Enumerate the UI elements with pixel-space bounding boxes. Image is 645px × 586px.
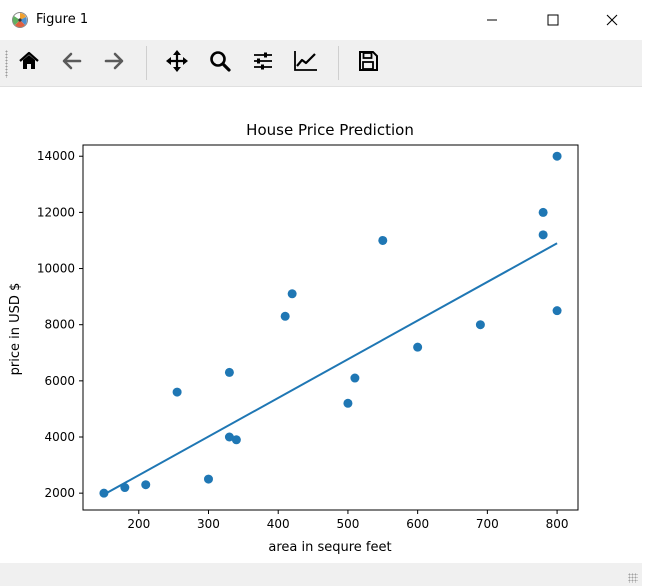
chart-svg: House Price Prediction 200 300 400 500 600 70… bbox=[8, 121, 579, 555]
scatter-point bbox=[224, 367, 234, 377]
title-bar: Figure 1 bbox=[0, 0, 642, 40]
close-icon bbox=[606, 14, 618, 26]
scatter-point bbox=[552, 151, 562, 161]
edit-axis-button[interactable] bbox=[291, 48, 321, 78]
back-button[interactable] bbox=[57, 48, 87, 78]
scatter-point bbox=[552, 306, 562, 316]
scatter-point bbox=[224, 432, 234, 442]
figure-canvas[interactable]: House Price Prediction 200 300 400 500 600 70… bbox=[0, 87, 642, 563]
arrow-right-icon bbox=[103, 50, 125, 76]
forward-button[interactable] bbox=[99, 48, 129, 78]
x-axis-label: area in sequre feet bbox=[268, 540, 391, 555]
x-tick-label: 300 bbox=[197, 517, 220, 531]
scatter-point bbox=[343, 398, 353, 408]
y-tick-label: 12000 bbox=[37, 205, 75, 219]
minimize-button[interactable] bbox=[469, 0, 515, 40]
resize-grip[interactable] bbox=[628, 573, 638, 583]
home-button[interactable] bbox=[14, 48, 44, 78]
save-button[interactable] bbox=[353, 48, 383, 78]
x-tick-label: 800 bbox=[546, 517, 569, 531]
scatter-point bbox=[413, 342, 423, 352]
y-tick-label: 4000 bbox=[44, 430, 75, 444]
scatter-point bbox=[475, 320, 485, 330]
maximize-button[interactable] bbox=[530, 0, 576, 40]
scatter-point bbox=[538, 207, 548, 217]
minimize-icon bbox=[486, 14, 498, 26]
sliders-icon bbox=[251, 49, 275, 77]
scatter-point bbox=[203, 474, 213, 484]
scatter-point bbox=[280, 311, 290, 321]
status-bar bbox=[0, 563, 642, 586]
close-button[interactable] bbox=[589, 0, 635, 40]
y-tick-label: 6000 bbox=[44, 374, 75, 388]
scatter-point bbox=[287, 289, 297, 299]
scatter-point bbox=[141, 480, 151, 490]
y-tick-label: 14000 bbox=[37, 149, 75, 163]
y-axis-label: price in USD $ bbox=[8, 283, 23, 376]
plot-area: 200 300 400 500 600 700 800 2000 4000 6000 8000 100… bbox=[37, 144, 579, 531]
floppy-disk-icon bbox=[357, 50, 379, 76]
zoom-button[interactable] bbox=[205, 48, 235, 78]
scatter-point bbox=[99, 488, 109, 498]
x-tick-label: 400 bbox=[267, 517, 290, 531]
pan-button[interactable] bbox=[162, 48, 192, 78]
scatter-point bbox=[378, 235, 388, 245]
chart-title: House Price Prediction bbox=[246, 121, 414, 139]
scatter-point bbox=[172, 387, 182, 397]
arrow-left-icon bbox=[61, 50, 83, 76]
scatter-point bbox=[538, 230, 548, 240]
matplotlib-icon bbox=[11, 11, 29, 29]
y-tick-label: 8000 bbox=[44, 318, 75, 332]
y-tick-label: 2000 bbox=[44, 486, 75, 500]
magnifier-icon bbox=[208, 49, 232, 77]
scatter-point bbox=[231, 435, 241, 445]
plot-frame bbox=[82, 144, 579, 511]
subplots-button[interactable] bbox=[248, 48, 278, 78]
regression-line bbox=[103, 242, 558, 496]
x-tick-label: 600 bbox=[406, 517, 429, 531]
scatter-point bbox=[120, 483, 130, 493]
navigation-toolbar bbox=[0, 40, 642, 87]
toolbar-separator bbox=[338, 46, 339, 80]
x-tick-label: 200 bbox=[127, 517, 150, 531]
x-tick-label: 700 bbox=[476, 517, 499, 531]
toolbar-separator bbox=[146, 46, 147, 80]
home-icon bbox=[18, 50, 40, 76]
y-tick-label: 10000 bbox=[37, 262, 75, 276]
toolbar-grip[interactable] bbox=[5, 50, 8, 78]
move-icon bbox=[165, 49, 189, 77]
maximize-icon bbox=[547, 14, 559, 26]
x-tick-label: 500 bbox=[336, 517, 359, 531]
scatter-point bbox=[350, 373, 360, 383]
line-chart-icon bbox=[293, 49, 319, 77]
window-title: Figure 1 bbox=[36, 12, 89, 27]
